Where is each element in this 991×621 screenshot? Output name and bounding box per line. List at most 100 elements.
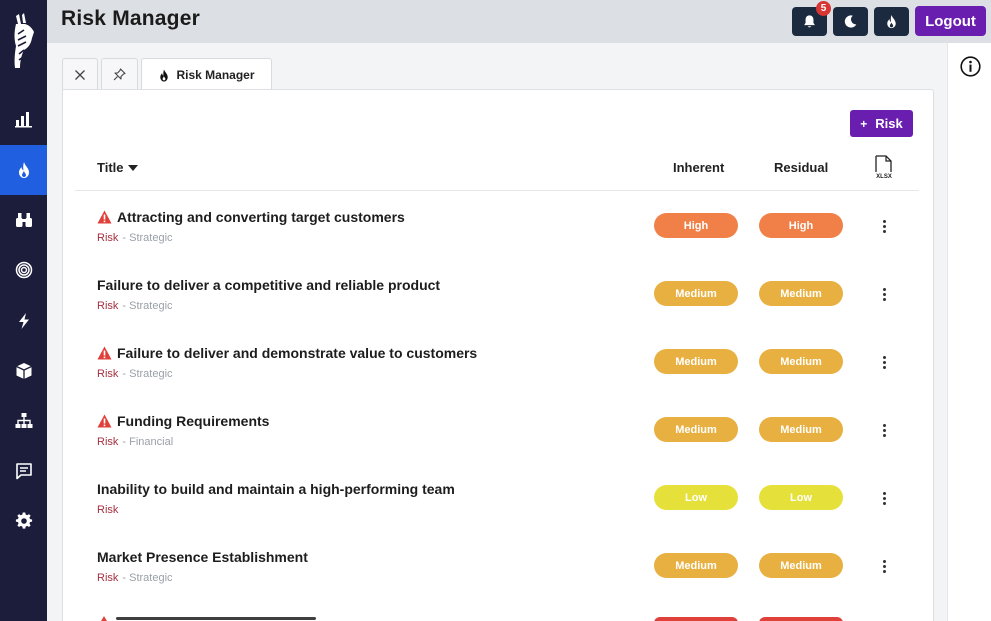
xlsx-export-icon[interactable]: XLSX	[873, 155, 895, 180]
lightning-icon	[18, 313, 29, 329]
row-actions-menu-icon[interactable]	[879, 422, 889, 438]
residual-rating-badge: Medium	[759, 349, 843, 374]
sidebar-item-analytics[interactable]	[0, 94, 47, 144]
info-icon[interactable]	[960, 56, 981, 77]
risk-category-label: - Strategic	[122, 368, 173, 380]
warning-icon	[97, 346, 112, 360]
residual-rating-badge: Low	[759, 485, 843, 510]
column-header-inherent: Inherent	[673, 160, 725, 175]
row-actions-menu-icon[interactable]	[879, 490, 889, 506]
row-title-partial	[116, 615, 316, 621]
residual-rating-badge: High	[759, 213, 843, 238]
risk-subtitle: Risk	[97, 504, 118, 516]
sidebar-item-settings[interactable]	[0, 496, 47, 546]
llama-logo[interactable]	[0, 0, 47, 82]
gear-icon	[15, 512, 32, 529]
sort-desc-icon	[127, 164, 138, 171]
header-divider	[75, 190, 919, 191]
risk-type-label: Risk	[97, 436, 119, 448]
risk-subtitle: Risk - Financial	[97, 436, 173, 448]
row-actions-menu-icon[interactable]	[879, 286, 889, 302]
sidebar-item-explore[interactable]	[0, 195, 47, 245]
risk-subtitle: Risk - Strategic	[97, 572, 173, 584]
row-actions-menu-icon[interactable]	[879, 558, 889, 574]
residual-rating-badge: Medium	[759, 417, 843, 442]
table-row[interactable]: Failure to deliver and demonstrate value…	[62, 336, 934, 404]
risk-title-text: Inability to build and maintain a high-p…	[97, 481, 455, 497]
pin-tab-button[interactable]	[101, 58, 138, 90]
risk-category-label: - Financial	[122, 436, 174, 448]
inherent-rating-badge: Medium	[654, 349, 738, 374]
pin-icon	[113, 68, 126, 81]
risk-category-label: - Strategic	[122, 300, 173, 312]
risk-title[interactable]: Failure to deliver and demonstrate value…	[97, 345, 477, 361]
row-actions-menu-icon[interactable]	[879, 354, 889, 370]
table-row[interactable]: Funding Requirements Risk - Financial Mediu…	[62, 404, 934, 472]
table-row[interactable]: Inability to build and maintain a high-p…	[62, 472, 934, 540]
risk-title[interactable]: Failure to deliver a competitive and rel…	[97, 277, 440, 293]
page-title: Risk Manager	[61, 7, 200, 30]
fire-icon	[18, 162, 29, 178]
right-panel-divider	[947, 43, 948, 621]
sidebar-item-objectives[interactable]	[0, 245, 47, 295]
risk-type-label: Risk	[97, 232, 119, 244]
risk-type-label: Risk	[97, 572, 119, 584]
org-chart-icon	[15, 413, 32, 428]
column-header-residual: Residual	[774, 160, 829, 175]
inherent-rating-badge: Medium	[654, 553, 738, 578]
sidebar-item-messages[interactable]	[0, 446, 47, 496]
table-row[interactable]: Market Presence Establishment Risk - Strat…	[62, 540, 934, 608]
sidebar	[0, 0, 47, 621]
inherent-rating-badge: High	[654, 213, 738, 238]
sidebar-item-organization[interactable]	[0, 396, 47, 446]
fire-icon	[887, 14, 896, 29]
residual-pill-partial	[759, 617, 843, 621]
risk-type-label: Risk	[97, 300, 119, 312]
risk-title[interactable]: Market Presence Establishment	[97, 549, 308, 565]
close-icon	[75, 69, 85, 80]
risk-subtitle: Risk - Strategic	[97, 368, 173, 380]
risk-quick-button[interactable]	[874, 7, 909, 36]
row-actions-menu-icon[interactable]	[879, 218, 889, 234]
notifications-button[interactable]: 5	[792, 1, 831, 36]
llama-logo-icon	[14, 13, 34, 68]
chat-icon	[15, 463, 32, 480]
logout-button[interactable]: Logout	[915, 6, 986, 36]
table-row[interactable]: Attracting and converting target custome…	[62, 200, 934, 268]
warning-icon	[97, 210, 112, 224]
column-header-title[interactable]: Title	[97, 160, 138, 175]
risk-type-label: Risk	[97, 368, 119, 380]
bar-chart-icon	[14, 112, 32, 128]
add-risk-label: Risk	[875, 116, 903, 131]
table-row[interactable]: Failure to deliver a competitive and rel…	[62, 268, 934, 336]
svg-text:XLSX: XLSX	[876, 174, 892, 180]
sidebar-item-events[interactable]	[0, 296, 47, 346]
close-tab-button[interactable]	[62, 58, 98, 90]
risk-title-text: Funding Requirements	[117, 413, 270, 429]
warning-icon	[97, 414, 112, 428]
dark-mode-toggle[interactable]	[833, 7, 868, 36]
fire-icon	[160, 69, 169, 81]
tab-risk-manager[interactable]: Risk Manager	[141, 58, 272, 91]
add-risk-button[interactable]: + Risk	[850, 110, 913, 137]
sidebar-item-assets[interactable]	[0, 346, 47, 396]
risk-type-label: Risk	[97, 504, 119, 516]
warning-icon	[101, 616, 107, 621]
risk-title[interactable]: Attracting and converting target custome…	[97, 209, 405, 225]
tab-label: Risk Manager	[176, 68, 255, 82]
risk-title-text: Failure to deliver and demonstrate value…	[117, 345, 478, 361]
inherent-pill-partial	[654, 617, 738, 621]
sidebar-item-risk-manager[interactable]	[0, 145, 47, 195]
column-title-label: Title	[97, 160, 124, 175]
box-icon	[15, 363, 32, 379]
risk-category-label: - Strategic	[122, 232, 173, 244]
risk-subtitle: Risk - Strategic	[97, 232, 173, 244]
inherent-rating-badge: Medium	[654, 417, 738, 442]
top-header: Risk Manager 5 Logout	[47, 0, 991, 43]
risk-title-text: Attracting and converting target custome…	[117, 209, 405, 225]
risk-title[interactable]: Funding Requirements	[97, 413, 269, 429]
plus-icon: +	[860, 116, 868, 131]
risk-title-text: Failure to deliver a competitive and rel…	[97, 277, 441, 293]
binoculars-icon	[15, 213, 32, 227]
risk-title[interactable]: Inability to build and maintain a high-p…	[97, 481, 455, 497]
